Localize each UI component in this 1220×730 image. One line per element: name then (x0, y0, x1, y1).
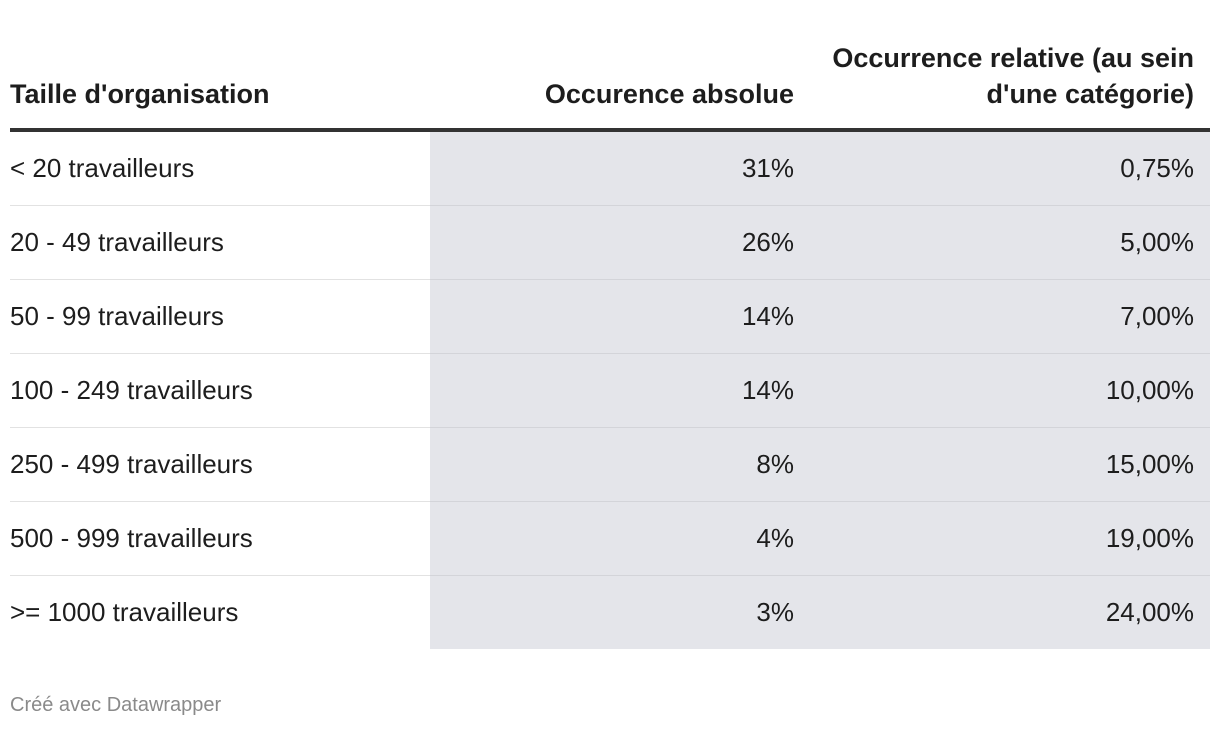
relative-value-cell: 7,00% (810, 279, 1210, 354)
table-row: < 20 travailleurs 31% 0,75% (10, 130, 1210, 206)
relative-value-cell: 24,00% (810, 575, 1210, 649)
table-row: 50 - 99 travailleurs 14% 7,00% (10, 279, 1210, 354)
table-row: 100 - 249 travailleurs 14% 10,00% (10, 353, 1210, 428)
table-row: 20 - 49 travailleurs 26% 5,00% (10, 205, 1210, 280)
row-label: 20 - 49 travailleurs (10, 205, 430, 280)
absolute-value-cell: 4% (430, 501, 810, 576)
absolute-value-cell: 8% (430, 427, 810, 502)
table-row: >= 1000 travailleurs 3% 24,00% (10, 575, 1210, 649)
header-row: Taille d'organisation Occurence absolue … (10, 40, 1210, 132)
table-body: < 20 travailleurs 31% 0,75% 20 - 49 trav… (10, 130, 1210, 649)
column-header-relative-occurrence[interactable]: Occurrence relative (au sein d'une catég… (810, 40, 1210, 132)
row-label: >= 1000 travailleurs (10, 597, 239, 627)
column-header-organisation-size[interactable]: Taille d'organisation (10, 40, 430, 132)
row-label: 50 - 99 travailleurs (10, 279, 430, 354)
table-row: 250 - 499 travailleurs 8% 15,00% (10, 427, 1210, 502)
data-table: Taille d'organisation Occurence absolue … (10, 40, 1210, 649)
relative-value-cell: 19,00% (810, 501, 1210, 576)
table-row: 500 - 999 travailleurs 4% 19,00% (10, 501, 1210, 576)
table-header: Taille d'organisation Occurence absolue … (10, 40, 1210, 132)
relative-value-cell: 10,00% (810, 353, 1210, 428)
data-table-container: Taille d'organisation Occurence absolue … (10, 40, 1210, 649)
absolute-value-cell: 3% (430, 575, 810, 649)
column-header-absolute-occurrence[interactable]: Occurence absolue (430, 40, 810, 132)
absolute-value-cell: 14% (430, 353, 810, 428)
relative-value-cell: 5,00% (810, 205, 1210, 280)
absolute-value-cell: 26% (430, 205, 810, 280)
row-label: < 20 travailleurs (10, 130, 430, 206)
row-label: 100 - 249 travailleurs (10, 353, 430, 428)
row-label: 250 - 499 travailleurs (10, 427, 430, 502)
absolute-value-cell: 31% (430, 130, 810, 206)
credit-footer[interactable]: Créé avec Datawrapper (10, 694, 222, 716)
relative-value-cell: 15,00% (810, 427, 1210, 502)
relative-value-cell: 0,75% (810, 130, 1210, 206)
absolute-value-cell: 14% (430, 279, 810, 354)
row-label: 500 - 999 travailleurs (10, 501, 430, 576)
